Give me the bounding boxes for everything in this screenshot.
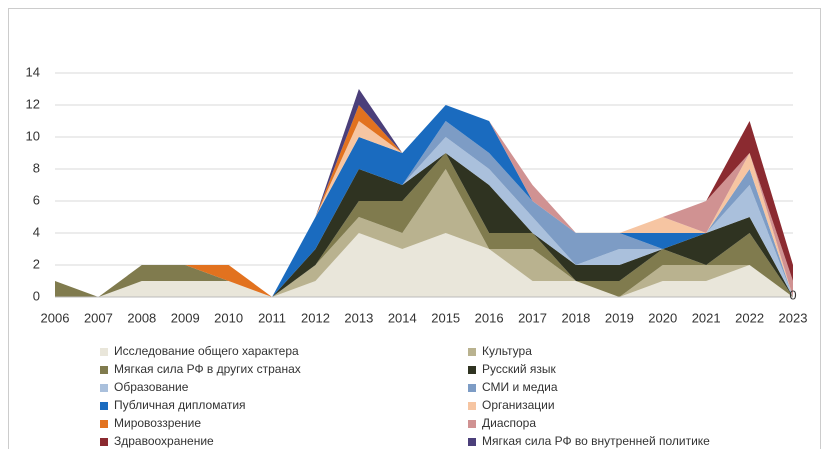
legend-label: Организации	[482, 398, 555, 412]
legend-swatch	[468, 384, 476, 392]
x-tick-label: 2018	[561, 310, 590, 325]
x-tick-label: 2009	[171, 310, 200, 325]
x-tick-label: 2017	[518, 310, 547, 325]
legend-swatch	[100, 438, 108, 446]
area	[55, 121, 793, 297]
legend-swatch	[468, 402, 476, 410]
legend-swatch	[100, 366, 108, 374]
y-tick-label: 4	[33, 224, 40, 239]
legend-label: Мягкая сила РФ в других странах	[114, 362, 301, 376]
area	[55, 153, 793, 297]
legend-label: Культура	[482, 344, 532, 358]
legend-label: Диаспора	[482, 416, 536, 430]
annotation: 0	[789, 287, 796, 302]
legend-label: Мягкая сила РФ во внутренней политике	[482, 434, 710, 448]
legend-label: Публичная дипломатия	[114, 398, 246, 412]
y-tick-label: 2	[33, 256, 40, 271]
area	[55, 233, 793, 297]
x-tick-label: 2020	[648, 310, 677, 325]
legend-swatch	[468, 366, 476, 374]
y-tick-label: 8	[33, 160, 40, 175]
x-tick-label: 2023	[779, 310, 808, 325]
x-tick-label: 2010	[214, 310, 243, 325]
chart-frame	[8, 8, 821, 449]
y-tick-label: 0	[33, 288, 40, 303]
area	[55, 105, 793, 297]
legend-label: Мировоззрение	[114, 416, 201, 430]
legend-label: Исследование общего характера	[114, 344, 299, 358]
legend-label: Здравоохранение	[114, 434, 214, 448]
y-tick-label: 10	[26, 128, 40, 143]
legend-swatch	[100, 384, 108, 392]
legend-label: Образование	[114, 380, 189, 394]
y-tick-label: 12	[26, 96, 40, 111]
x-tick-label: 2013	[344, 310, 373, 325]
x-tick-label: 2016	[475, 310, 504, 325]
legend-swatch	[468, 348, 476, 356]
legend-label: СМИ и медиа	[482, 380, 558, 394]
legend-swatch	[468, 420, 476, 428]
legend-label: Русский язык	[482, 362, 556, 376]
legend-swatch	[100, 420, 108, 428]
y-tick-label: 14	[26, 64, 40, 79]
legend-swatch	[100, 348, 108, 356]
x-tick-label: 2022	[735, 310, 764, 325]
area	[55, 169, 793, 297]
x-tick-label: 2008	[127, 310, 156, 325]
legend-swatch	[100, 402, 108, 410]
legend-swatch	[468, 438, 476, 446]
x-tick-label: 2011	[258, 310, 286, 325]
y-tick-label: 6	[33, 192, 40, 207]
x-tick-label: 2007	[84, 310, 113, 325]
x-tick-label: 2021	[692, 310, 721, 325]
area	[55, 137, 793, 297]
x-tick-label: 2012	[301, 310, 330, 325]
x-tick-label: 2015	[431, 310, 460, 325]
x-tick-label: 2014	[388, 310, 417, 325]
x-tick-label: 2006	[41, 310, 70, 325]
x-tick-label: 2019	[605, 310, 634, 325]
